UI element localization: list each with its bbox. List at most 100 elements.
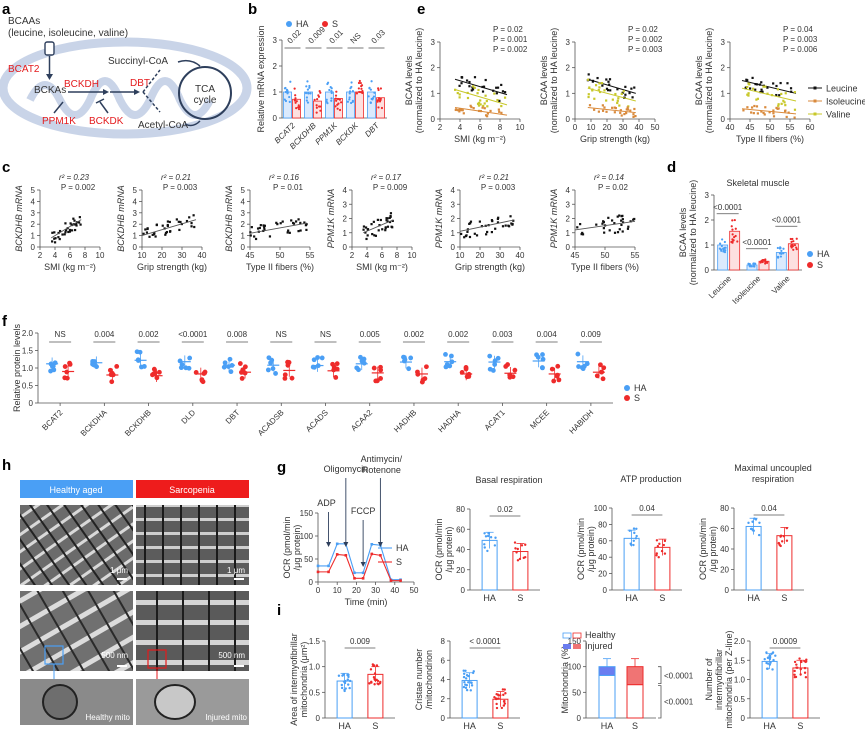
data-point: [795, 237, 798, 240]
data-point: [348, 98, 351, 101]
x-tick-label: S: [372, 721, 378, 731]
data-point: [492, 362, 498, 367]
data-point: [613, 231, 617, 234]
data-point: [368, 682, 371, 685]
y-tick-label: 1.5: [309, 637, 321, 646]
data-point: [534, 352, 539, 358]
data-point: [776, 88, 780, 91]
x-tick-label: 4: [53, 251, 58, 260]
data-point: [419, 379, 425, 385]
data-point: [463, 236, 466, 239]
data-point: [587, 95, 590, 99]
x-tick-label: ACAT1: [483, 408, 508, 433]
data-point: [779, 255, 783, 258]
scale-bar: [117, 578, 127, 580]
scale-bar-label: 500 nm: [218, 651, 245, 660]
bar-S: [355, 91, 364, 119]
y-tick-label: 0: [725, 586, 730, 595]
data-point: [772, 115, 776, 118]
data-point: [62, 364, 68, 369]
data-point: [136, 358, 141, 363]
data-point: [804, 676, 808, 679]
data-point: [481, 106, 484, 109]
data-point: [78, 216, 81, 219]
data-point: [495, 702, 498, 706]
data-point: [512, 367, 518, 373]
data-point: [785, 526, 789, 530]
data-point: [655, 552, 659, 555]
data-point: [470, 681, 473, 685]
x-tick-label: ACADS: [304, 408, 330, 434]
data-point: [512, 219, 515, 222]
y-tick-label: 2.0: [734, 637, 746, 646]
data-point: [631, 96, 634, 99]
data-point: [621, 221, 625, 224]
enzyme-bckdk: BCKDK: [89, 116, 124, 127]
data-point: [749, 87, 752, 90]
data-point: [484, 535, 488, 538]
data-point: [348, 679, 352, 683]
y-axis-label: Area of intermyofibrillar: [289, 633, 299, 726]
data-point: [356, 367, 361, 373]
data-point: [549, 366, 555, 372]
data-point: [152, 370, 158, 376]
x-axis-label: SMI (kg m⁻²): [356, 262, 408, 272]
data-point: [340, 683, 344, 687]
data-point: [153, 232, 156, 235]
data-point: [486, 230, 489, 234]
data-point: [768, 657, 772, 661]
data-point: [114, 363, 120, 369]
data-point: [789, 87, 793, 90]
p-value: P = 0.003: [783, 35, 818, 44]
data-point: [319, 355, 325, 361]
data-point: [294, 101, 297, 104]
healthy-mito-label: Healthy mito: [86, 713, 131, 722]
x-tick-label: 8: [395, 251, 400, 260]
y-tick-label: 0: [241, 243, 246, 252]
legend-ha-marker: [807, 251, 813, 257]
chart-c-5: 0 1 2 3 4 PPM1K mRNA 10 20 30 40 Grip strength (kg…: [434, 173, 525, 272]
y-tick-label: 0: [705, 266, 710, 275]
data-point: [618, 214, 621, 217]
p-value: 0.004: [94, 330, 115, 339]
data-point: [493, 92, 496, 95]
y-axis-label: (normalized to HA leucine): [414, 28, 424, 134]
data-point: [408, 355, 414, 361]
data-point: [489, 109, 492, 113]
data-point: [254, 237, 258, 241]
chart-e-1: 0 1 2 3 BCAA levels (normalized to HA leucine…: [404, 25, 528, 144]
data-point: [731, 240, 734, 243]
p-value: P = 0.04: [783, 25, 813, 34]
data-point: [602, 227, 605, 230]
data-point: [325, 98, 328, 101]
data-point: [358, 354, 363, 360]
em-image-s-low-mag: [136, 505, 249, 585]
y-tick-label: 1: [31, 232, 36, 241]
data-point: [385, 219, 388, 222]
data-point: [493, 544, 497, 547]
y-axis-label: PPM1K mRNA: [326, 189, 336, 249]
data-point: [469, 220, 473, 223]
data-point: [63, 233, 66, 236]
data-point: [472, 85, 475, 88]
x-tick-label: S: [632, 721, 638, 731]
y-tick-label: 20: [598, 570, 607, 579]
data-point: [64, 222, 67, 225]
data-point: [798, 657, 801, 660]
data-point: [605, 99, 608, 102]
y-tick-label: 0: [29, 399, 34, 408]
x-tick-label: ACADSB: [256, 408, 286, 438]
data-point: [756, 112, 759, 115]
x-tick-label: 55: [786, 123, 795, 132]
p-value: P = 0.02: [493, 25, 523, 34]
arrow-into-tca: [184, 120, 201, 127]
data-point: [759, 261, 762, 264]
data-point: [472, 107, 475, 110]
data-point: [790, 245, 793, 248]
data-point: [747, 521, 750, 525]
injection-label: ADP: [317, 498, 336, 508]
data-point: [656, 545, 660, 548]
data-point: [283, 98, 286, 101]
